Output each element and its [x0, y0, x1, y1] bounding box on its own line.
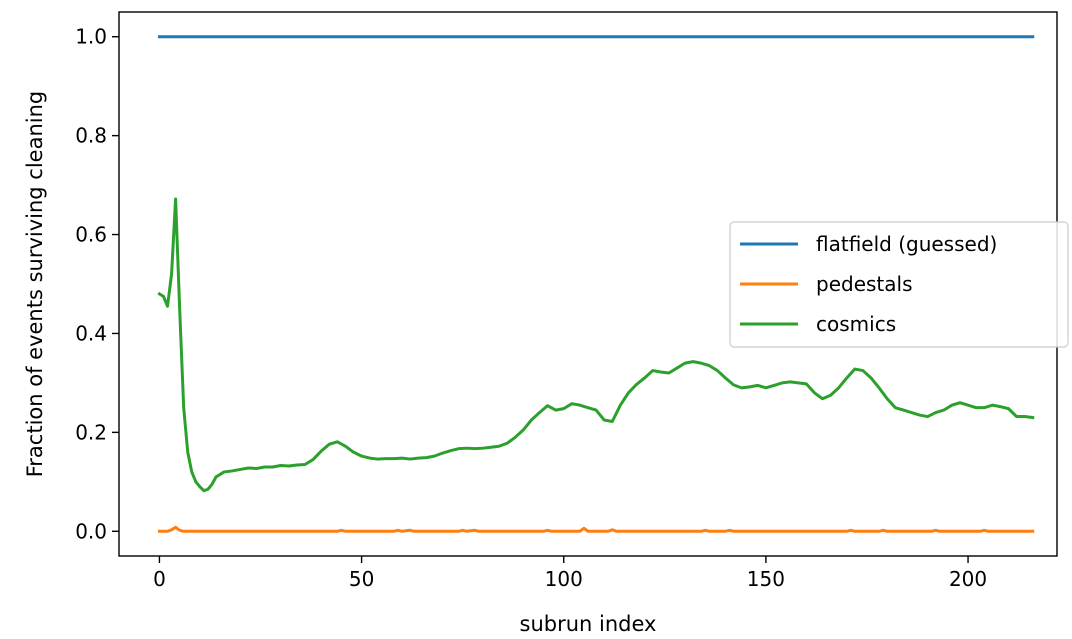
series-line-cosmics	[157, 197, 1035, 493]
x-tick-label: 200	[949, 567, 987, 591]
x-tick-label: 100	[545, 567, 583, 591]
y-tick-label: 1.0	[75, 25, 107, 49]
legend-box	[729, 221, 1069, 348]
y-axis-label: Fraction of events surviving cleaning	[23, 91, 47, 478]
x-axis-label: subrun index	[520, 612, 657, 636]
x-tick-label: 50	[349, 567, 374, 591]
plot-area: 0 50 100 150 200 0.0 0.2 0.4 0.6 0.8 1.0	[75, 11, 1058, 591]
legend: flatfield (guessed) pedestals cosmics	[729, 221, 1069, 348]
legend-label: pedestals	[816, 272, 913, 296]
y-tick-label: 0.4	[75, 321, 107, 345]
legend-label: cosmics	[816, 312, 896, 336]
y-axis-ticks: 0.0 0.2 0.4 0.6 0.8 1.0	[75, 25, 119, 543]
legend-label: flatfield (guessed)	[816, 232, 997, 256]
y-tick-label: 0.0	[75, 519, 107, 543]
x-axis-ticks: 0 50 100 150 200	[153, 556, 987, 591]
x-tick-label: 0	[153, 567, 166, 591]
y-tick-label: 0.8	[75, 124, 107, 148]
x-tick-label: 150	[747, 567, 785, 591]
y-tick-label: 0.2	[75, 420, 107, 444]
series-line-pedestals	[157, 525, 1035, 533]
y-tick-label: 0.6	[75, 223, 107, 247]
series-layer	[157, 35, 1035, 533]
